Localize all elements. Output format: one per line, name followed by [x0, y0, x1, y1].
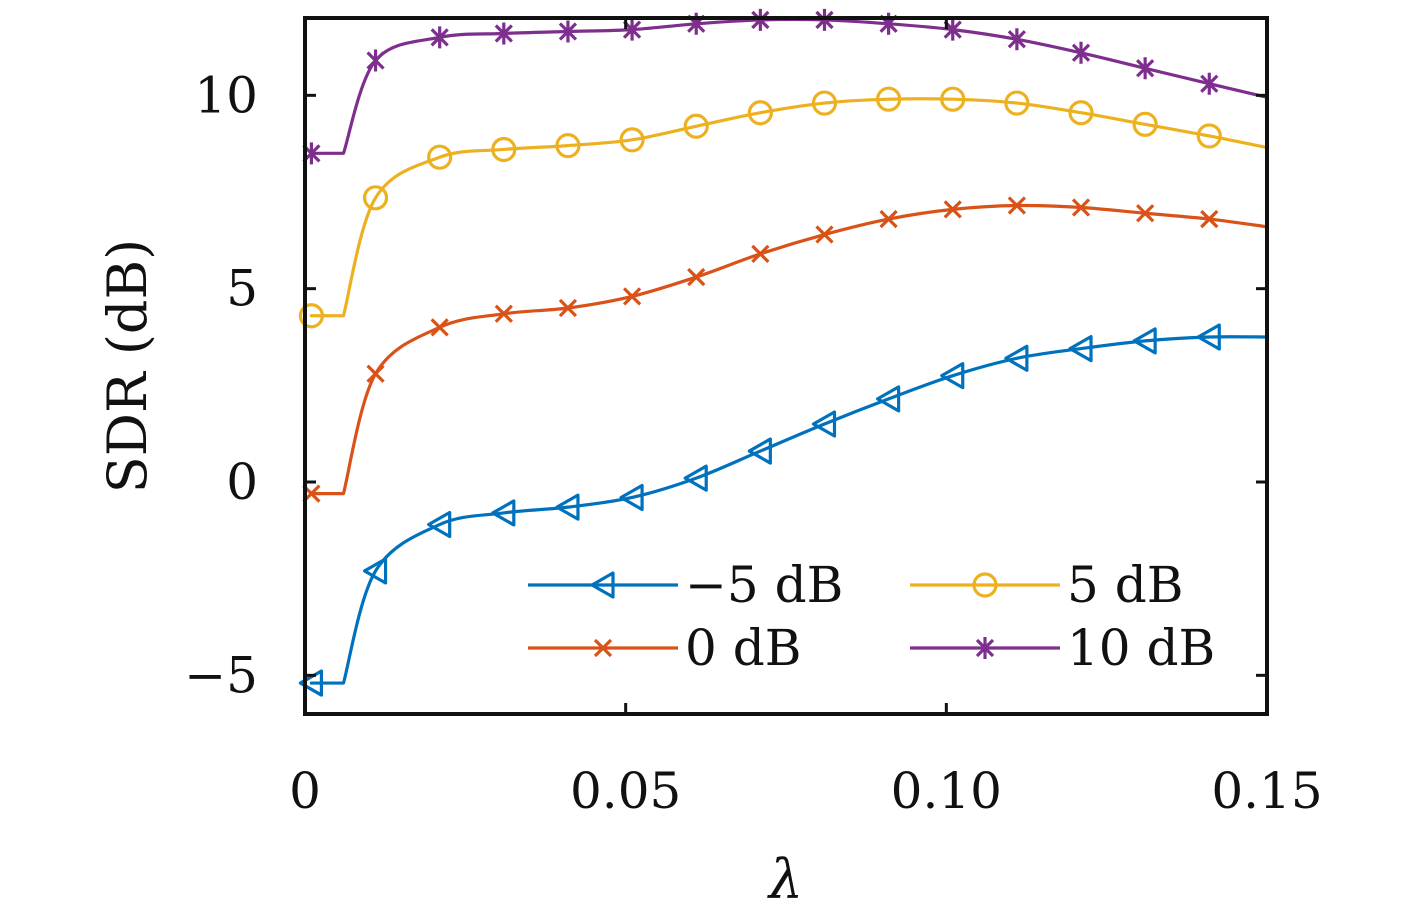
data-point-10-db-13 — [1136, 57, 1155, 80]
data-point-0-db-3 — [494, 304, 513, 323]
y-tick-label: 5 — [226, 260, 258, 318]
series-5-db — [298, 86, 1269, 329]
legend-label: 0 dB — [685, 619, 801, 677]
legend-marker-5-db — [590, 571, 615, 599]
series-line-0-db — [309, 203, 1269, 496]
tick-layer: 0 0.05 0.10 0.15 −5 0 5 10 — [184, 18, 1323, 820]
x-tick-label: 0.15 — [1211, 762, 1322, 820]
data-point-5-db-7 — [747, 437, 772, 465]
data-point-5-db-8 — [811, 410, 837, 438]
legend-marker-0-db — [593, 638, 613, 658]
data-point-5-db-5 — [619, 127, 645, 153]
data-point-5-db-3 — [491, 136, 517, 163]
data-point-5-db-14 — [1196, 323, 1221, 351]
series-line-5-db — [309, 335, 1269, 685]
series-line-10-db — [309, 17, 1269, 155]
data-point-5-db-3 — [491, 499, 516, 527]
data-point-0-db-8 — [815, 225, 834, 244]
y-tick-label: 0 — [226, 453, 258, 511]
data-point-0-db-11 — [1007, 196, 1027, 215]
data-point-0-db-4 — [558, 298, 578, 318]
legend-marker-5-db — [972, 572, 998, 598]
data-point-5-db-11 — [1004, 90, 1030, 116]
data-point-5-db-14 — [1196, 123, 1222, 149]
data-point-10-db-14 — [1200, 72, 1219, 95]
data-point-5-db-2 — [427, 144, 453, 170]
data-point-5-db-0 — [298, 669, 324, 697]
series-line-5-db — [309, 97, 1269, 318]
legend-label: −5 dB — [685, 556, 843, 614]
x-axis-label: λ — [767, 848, 803, 911]
data-point-5-db-4 — [555, 133, 581, 159]
legend-item-5-db: 5 dB — [910, 556, 1183, 614]
data-point-5-db-1 — [362, 185, 389, 211]
data-point-5-db-6 — [683, 464, 708, 492]
data-point-10-db-3 — [494, 22, 513, 45]
data-point-0-db-14 — [1200, 209, 1219, 229]
data-point-0-db-10 — [943, 200, 962, 219]
data-point-5-db-12 — [1068, 335, 1093, 363]
plot-frame — [303, 16, 1269, 716]
legend-item-10-db: 10 dB — [910, 619, 1215, 677]
data-point-0-db-9 — [879, 209, 898, 229]
series-10-db — [302, 8, 1269, 165]
data-point-0-db-12 — [1071, 198, 1091, 217]
data-point-10-db-2 — [430, 26, 449, 49]
data-point-5-db-9 — [876, 385, 901, 413]
legend-label: 5 dB — [1067, 556, 1183, 614]
data-point-5-db-0 — [298, 303, 325, 329]
data-point-5-db-7 — [747, 100, 773, 126]
series-5-db — [298, 323, 1269, 697]
data-point-10-db-11 — [1007, 28, 1027, 51]
x-tick-label: 0.05 — [570, 762, 681, 820]
y-axis-label: SDR (dB) — [96, 239, 159, 494]
data-point-5-db-12 — [1068, 100, 1094, 126]
data-point-10-db-1 — [366, 49, 385, 72]
data-point-0-db-6 — [687, 267, 706, 287]
data-point-0-db-1 — [366, 364, 385, 383]
data-point-5-db-5 — [619, 483, 644, 512]
x-tick-label: 0.10 — [891, 762, 1002, 820]
data-point-5-db-8 — [811, 90, 838, 116]
data-point-5-db-10 — [940, 362, 965, 390]
data-point-5-db-11 — [1004, 344, 1029, 372]
x-tick-label: 0 — [289, 762, 321, 820]
data-point-10-db-4 — [558, 20, 578, 43]
data-point-10-db-12 — [1071, 41, 1091, 64]
series-0-db — [302, 196, 1269, 503]
data-point-5-db-10 — [940, 86, 966, 112]
legend-marker-10-db — [975, 637, 995, 659]
data-point-5-db-1 — [362, 557, 388, 585]
data-point-0-db-13 — [1136, 204, 1155, 223]
data-point-5-db-13 — [1132, 111, 1158, 137]
data-point-0-db-7 — [751, 244, 770, 263]
series-layer — [298, 8, 1269, 697]
data-point-5-db-9 — [876, 86, 902, 112]
legend-item-5-db: −5 dB — [528, 556, 843, 614]
data-point-0-db-5 — [622, 287, 642, 306]
data-point-5-db-4 — [555, 493, 580, 521]
y-tick-label: −5 — [184, 646, 258, 704]
data-point-0-db-2 — [430, 318, 449, 337]
y-tick-label: 10 — [194, 66, 258, 124]
legend-item-0-db: 0 dB — [528, 619, 801, 677]
data-point-5-db-6 — [683, 113, 709, 139]
data-point-5-db-2 — [427, 510, 452, 539]
data-point-5-db-13 — [1132, 327, 1157, 355]
legend-label: 10 dB — [1067, 619, 1215, 677]
